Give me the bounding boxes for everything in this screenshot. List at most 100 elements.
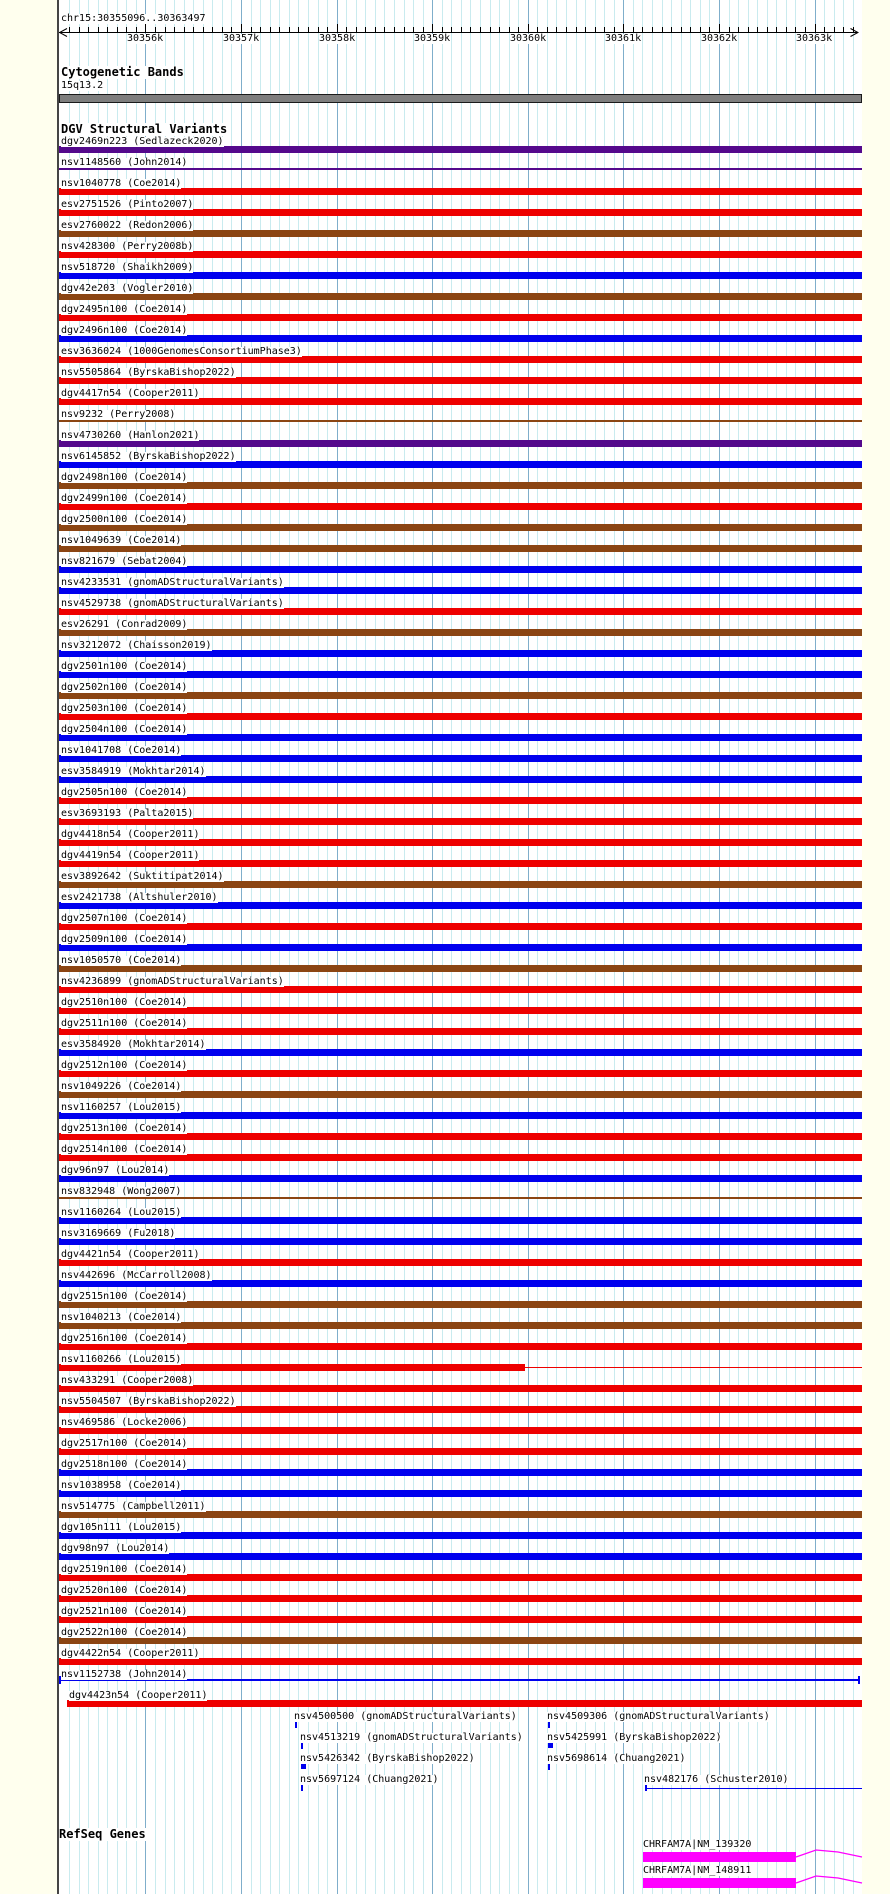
- variant-label[interactable]: esv3584919 (Mokhtar2014): [61, 766, 206, 777]
- variant-end-tick[interactable]: [858, 1676, 860, 1684]
- variant-label[interactable]: nsv3169669 (Fu2018): [61, 1228, 176, 1239]
- variant-label[interactable]: dgv4421n54 (Cooper2011): [61, 1249, 200, 1260]
- variant-bar[interactable]: [59, 839, 862, 846]
- variant-bar[interactable]: [59, 1091, 862, 1098]
- variant-label[interactable]: dgv2512n100 (Coe2014): [61, 1060, 188, 1071]
- variant-label[interactable]: nsv1038958 (Coe2014): [61, 1480, 182, 1491]
- variant-bar[interactable]: [59, 1385, 862, 1392]
- variant-label[interactable]: nsv442696 (McCarroll2008): [61, 1270, 212, 1281]
- variant-label[interactable]: esv3636024 (1000GenomesConsortiumPhase3): [61, 346, 302, 357]
- variant-bar[interactable]: [59, 734, 862, 741]
- variant-label[interactable]: nsv514775 (Campbell2011): [61, 1501, 206, 1512]
- variant-label[interactable]: nsv4529738 (gnomADStructuralVariants): [61, 598, 284, 609]
- variant-bar[interactable]: [59, 440, 862, 447]
- variant-label[interactable]: dgv2520n100 (Coe2014): [61, 1585, 188, 1596]
- variant-label[interactable]: dgv2516n100 (Coe2014): [61, 1333, 188, 1344]
- variant-bar[interactable]: [59, 1616, 862, 1623]
- variant-label[interactable]: dgv2496n100 (Coe2014): [61, 325, 188, 336]
- variant-bar[interactable]: [59, 818, 862, 825]
- variant-label[interactable]: dgv4423n54 (Cooper2011): [69, 1690, 208, 1701]
- variant-label[interactable]: nsv5505864 (ByrskaBishop2022): [61, 367, 236, 378]
- variant-line[interactable]: [59, 1197, 862, 1199]
- variant-bar[interactable]: [59, 1133, 862, 1140]
- variant-label[interactable]: esv3892642 (Suktitipat2014): [61, 871, 224, 882]
- variant-end-tick[interactable]: [59, 1676, 61, 1684]
- variant-label[interactable]: nsv4730260 (Hanlon2021): [61, 430, 200, 441]
- variant-label[interactable]: dgv98n97 (Lou2014): [61, 1543, 170, 1554]
- variant-label[interactable]: nsv5504507 (ByrskaBishop2022): [61, 1396, 236, 1407]
- variant-bar[interactable]: [59, 461, 862, 468]
- variant-label[interactable]: dgv2518n100 (Coe2014): [61, 1459, 188, 1470]
- variant-label[interactable]: nsv5697124 (Chuang2021): [300, 1774, 439, 1785]
- variant-bar[interactable]: [59, 776, 862, 783]
- variant-label[interactable]: nsv4513219 (gnomADStructuralVariants): [300, 1732, 523, 1743]
- variant-bar[interactable]: [59, 1259, 862, 1266]
- variant-label[interactable]: nsv821679 (Sebat2004): [61, 556, 188, 567]
- variant-line[interactable]: [645, 1788, 862, 1789]
- variant-label[interactable]: dgv2499n100 (Coe2014): [61, 493, 188, 504]
- variant-label[interactable]: esv2760022 (Redon2006): [61, 220, 194, 231]
- variant-bar[interactable]: [59, 1154, 862, 1161]
- variant-label[interactable]: nsv4233531 (gnomADStructuralVariants): [61, 577, 284, 588]
- variant-bar[interactable]: [59, 146, 862, 153]
- variant-label[interactable]: dgv2502n100 (Coe2014): [61, 682, 188, 693]
- variant-bar[interactable]: [59, 1490, 862, 1497]
- variant-point-marker[interactable]: [548, 1764, 550, 1770]
- variant-label[interactable]: nsv1160264 (Lou2015): [61, 1207, 182, 1218]
- variant-label[interactable]: dgv2515n100 (Coe2014): [61, 1291, 188, 1302]
- variant-label[interactable]: dgv2519n100 (Coe2014): [61, 1564, 188, 1575]
- variant-label[interactable]: dgv2517n100 (Coe2014): [61, 1438, 188, 1449]
- variant-bar[interactable]: [59, 335, 862, 342]
- variant-bar[interactable]: [59, 377, 862, 384]
- variant-label[interactable]: nsv1049639 (Coe2014): [61, 535, 182, 546]
- variant-label[interactable]: nsv5425991 (ByrskaBishop2022): [547, 1732, 722, 1743]
- gene-exon-bar[interactable]: [643, 1852, 796, 1862]
- variant-bar[interactable]: [59, 881, 862, 888]
- variant-bar[interactable]: [59, 1112, 862, 1119]
- variant-start-tick[interactable]: [645, 1785, 647, 1791]
- variant-bar[interactable]: [59, 860, 862, 867]
- variant-bar[interactable]: [59, 503, 862, 510]
- variant-label[interactable]: nsv4236899 (gnomADStructuralVariants): [61, 976, 284, 987]
- variant-bar[interactable]: [59, 545, 862, 552]
- variant-bar[interactable]: [59, 1070, 862, 1077]
- variant-label[interactable]: dgv2504n100 (Coe2014): [61, 724, 188, 735]
- variant-label[interactable]: dgv2498n100 (Coe2014): [61, 472, 188, 483]
- variant-bar[interactable]: [59, 209, 862, 216]
- variant-bar[interactable]: [59, 713, 862, 720]
- variant-bar[interactable]: [59, 293, 862, 300]
- variant-label[interactable]: dgv105n111 (Lou2015): [61, 1522, 182, 1533]
- variant-bar[interactable]: [59, 1448, 862, 1455]
- variant-label[interactable]: dgv42e203 (Vogler2010): [61, 283, 194, 294]
- variant-bar[interactable]: [67, 1700, 862, 1707]
- variant-label[interactable]: dgv4419n54 (Cooper2011): [61, 850, 200, 861]
- variant-label[interactable]: dgv2500n100 (Coe2014): [61, 514, 188, 525]
- variant-bar[interactable]: [59, 1637, 862, 1644]
- variant-bar[interactable]: [59, 1322, 862, 1329]
- variant-bar[interactable]: [59, 608, 862, 615]
- gene-exon-bar[interactable]: [643, 1878, 796, 1888]
- variant-bar[interactable]: [59, 251, 862, 258]
- variant-bar[interactable]: [59, 1574, 862, 1581]
- variant-bar[interactable]: [59, 1280, 862, 1287]
- variant-label[interactable]: nsv9232 (Perry2008): [61, 409, 176, 420]
- variant-label[interactable]: nsv5426342 (ByrskaBishop2022): [300, 1753, 475, 1764]
- variant-extension-line[interactable]: [525, 1367, 862, 1368]
- variant-label[interactable]: nsv6145852 (ByrskaBishop2022): [61, 451, 236, 462]
- variant-bar[interactable]: [59, 1427, 862, 1434]
- variant-bar[interactable]: [59, 1049, 862, 1056]
- variant-label[interactable]: nsv1160257 (Lou2015): [61, 1102, 182, 1113]
- variant-label[interactable]: dgv2507n100 (Coe2014): [61, 913, 188, 924]
- variant-label[interactable]: dgv2514n100 (Coe2014): [61, 1144, 188, 1155]
- variant-bar[interactable]: [59, 1175, 862, 1182]
- variant-label[interactable]: nsv1040213 (Coe2014): [61, 1312, 182, 1323]
- variant-label[interactable]: nsv3212072 (Chaisson2019): [61, 640, 212, 651]
- variant-label[interactable]: nsv482176 (Schuster2010): [644, 1774, 789, 1785]
- variant-label[interactable]: nsv433291 (Cooper2008): [61, 1375, 194, 1386]
- variant-bar[interactable]: [59, 1217, 862, 1224]
- variant-label[interactable]: esv2421738 (Altshuler2010): [61, 892, 218, 903]
- variant-label[interactable]: esv3693193 (Palta2015): [61, 808, 194, 819]
- variant-label[interactable]: nsv469586 (Locke2006): [61, 1417, 188, 1428]
- variant-label[interactable]: dgv2503n100 (Coe2014): [61, 703, 188, 714]
- variant-bar[interactable]: [59, 797, 862, 804]
